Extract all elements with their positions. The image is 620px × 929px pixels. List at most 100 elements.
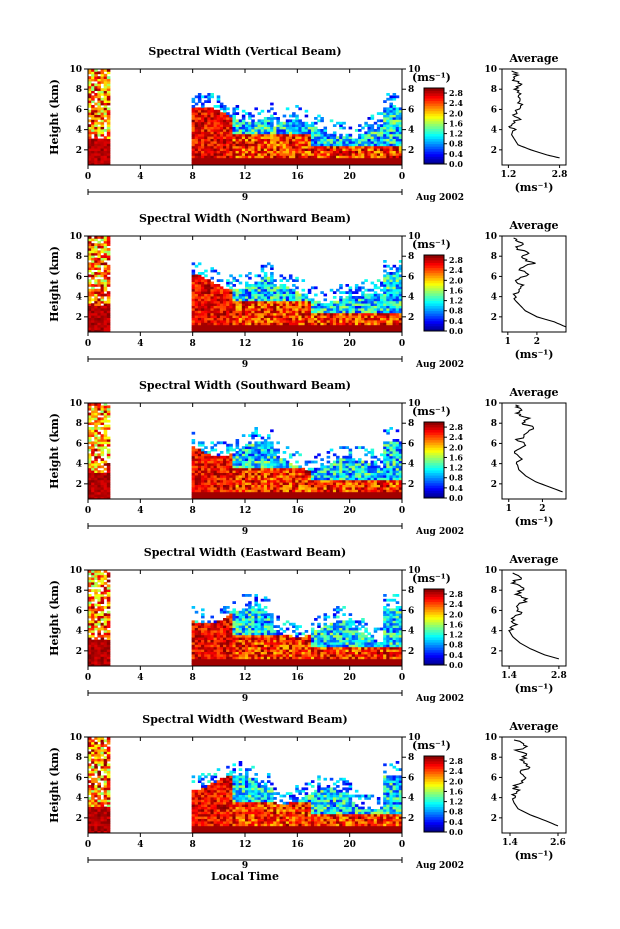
heatmap-cells xyxy=(88,737,403,834)
colorbar-tick: 0.8 xyxy=(449,807,463,817)
chart-title: Spectral Width (Eastward Beam) xyxy=(144,546,346,559)
average-title: Average xyxy=(508,52,558,65)
colorbar-tick: 2.8 xyxy=(449,589,463,599)
y-tick-label-right: 10 xyxy=(408,65,421,75)
avg-y-tick: 8 xyxy=(491,419,497,429)
unit-label: (ms⁻¹) xyxy=(412,71,451,84)
y-tick-label: 2 xyxy=(76,480,82,490)
y-tick-label-right: 10 xyxy=(408,733,421,743)
colorbar-tick: 1.2 xyxy=(449,463,463,473)
avg-y-tick: 4 xyxy=(491,126,497,136)
average-title: Average xyxy=(508,720,558,733)
avg-y-tick: 4 xyxy=(491,293,497,303)
y-tick-label-right: 8 xyxy=(408,419,414,429)
avg-y-tick: 6 xyxy=(491,272,497,282)
avg-y-tick: 10 xyxy=(484,399,497,409)
colorbar-tick: 0.4 xyxy=(449,483,463,493)
y-tick-label: 6 xyxy=(76,606,82,616)
colorbar-tick: 0.0 xyxy=(449,326,463,336)
avg-x-label: (ms⁻¹) xyxy=(515,348,554,361)
y-tick-label-right: 6 xyxy=(408,773,414,783)
y-tick-label-right: 6 xyxy=(408,105,414,115)
day-label: 9 xyxy=(242,360,248,370)
unit-label: (ms⁻¹) xyxy=(412,405,451,418)
y-tick-label-right: 4 xyxy=(408,293,414,303)
chart-title: Spectral Width (Westward Beam) xyxy=(142,713,347,726)
x-tick-label: 20 xyxy=(343,339,356,349)
avg-x-tick: 1 xyxy=(506,504,512,514)
avg-x-tick: 1.4 xyxy=(501,671,517,681)
colorbar-tick: 0.4 xyxy=(449,316,463,326)
date-label: Aug 2002 xyxy=(415,861,464,871)
average-title: Average xyxy=(508,219,558,232)
y-tick-label: 10 xyxy=(69,566,82,576)
y-tick-label-right: 8 xyxy=(408,252,414,262)
y-tick-label: 6 xyxy=(76,272,82,282)
y-axis-label: Height (km) xyxy=(48,580,61,656)
avg-y-tick: 4 xyxy=(491,627,497,637)
avg-x-tick: 1.4 xyxy=(502,838,518,848)
x-tick-label: 0 xyxy=(399,339,405,349)
colorbar-tick: 0.0 xyxy=(449,159,463,169)
chart-title: Spectral Width (Northward Beam) xyxy=(139,212,351,225)
avg-y-tick: 2 xyxy=(491,647,497,657)
x-tick-label: 8 xyxy=(190,506,196,516)
panel-5: Spectral Width (Westward Beam)0 4 8 12 16 20 0… xyxy=(48,713,567,871)
colorbar-tick: 1.6 xyxy=(449,118,463,128)
y-tick-label: 2 xyxy=(76,146,82,156)
colorbar-tick: 1.6 xyxy=(449,786,463,796)
y-tick-label-right: 2 xyxy=(408,480,414,490)
colorbar-tick: 0.0 xyxy=(449,660,463,670)
x-tick-label: 0 xyxy=(85,339,91,349)
date-label: Aug 2002 xyxy=(415,527,464,537)
avg-y-tick: 8 xyxy=(491,586,497,596)
colorbar-tick: 2.8 xyxy=(449,255,463,265)
y-tick-label: 8 xyxy=(76,419,82,429)
x-tick-label: 20 xyxy=(343,840,356,850)
x-tick-label: 0 xyxy=(399,840,405,850)
y-tick-label-right: 2 xyxy=(408,647,414,657)
colorbar-tick: 2.4 xyxy=(449,265,463,275)
y-tick-label-right: 2 xyxy=(408,313,414,323)
x-tick-label: 4 xyxy=(137,506,143,516)
y-tick-label-right: 10 xyxy=(408,399,421,409)
x-tick-label: 0 xyxy=(399,506,405,516)
colorbar-tick: 1.2 xyxy=(449,797,463,807)
colorbar-tick: 0.8 xyxy=(449,306,463,316)
chart-title: Spectral Width (Southward Beam) xyxy=(139,379,351,392)
x-tick-label: 12 xyxy=(239,172,252,182)
y-axis-label: Height (km) xyxy=(48,413,61,489)
avg-x-tick: 2 xyxy=(534,337,540,347)
avg-y-tick: 6 xyxy=(491,105,497,115)
x-axis-label: Local Time xyxy=(211,870,279,883)
y-tick-label: 4 xyxy=(76,460,82,470)
y-tick-label: 10 xyxy=(69,65,82,75)
colorbar-tick: 0.4 xyxy=(449,149,463,159)
colorbar-tick: 2.4 xyxy=(449,98,463,108)
y-axis-label: Height (km) xyxy=(48,79,61,155)
avg-y-tick: 2 xyxy=(491,146,497,156)
colorbar-tick: 0.8 xyxy=(449,139,463,149)
date-label: Aug 2002 xyxy=(415,193,464,203)
y-tick-label-right: 6 xyxy=(408,606,414,616)
colorbar-tick: 1.6 xyxy=(449,452,463,462)
chart-title: Spectral Width (Vertical Beam) xyxy=(148,45,341,58)
x-tick-label: 16 xyxy=(291,339,304,349)
x-tick-label: 20 xyxy=(343,506,356,516)
colorbar-tick: 2.8 xyxy=(449,756,463,766)
y-tick-label: 6 xyxy=(76,773,82,783)
y-tick-label: 10 xyxy=(69,399,82,409)
y-tick-label: 10 xyxy=(69,733,82,743)
y-tick-label-right: 10 xyxy=(408,232,421,242)
colorbar-tick: 1.6 xyxy=(449,619,463,629)
avg-y-tick: 10 xyxy=(484,733,497,743)
day-label: 9 xyxy=(242,193,248,203)
x-tick-label: 0 xyxy=(85,673,91,683)
y-axis-label: Height (km) xyxy=(48,747,61,823)
avg-y-tick: 8 xyxy=(491,753,497,763)
colorbar-tick: 1.2 xyxy=(449,129,463,139)
x-tick-label: 0 xyxy=(85,172,91,182)
